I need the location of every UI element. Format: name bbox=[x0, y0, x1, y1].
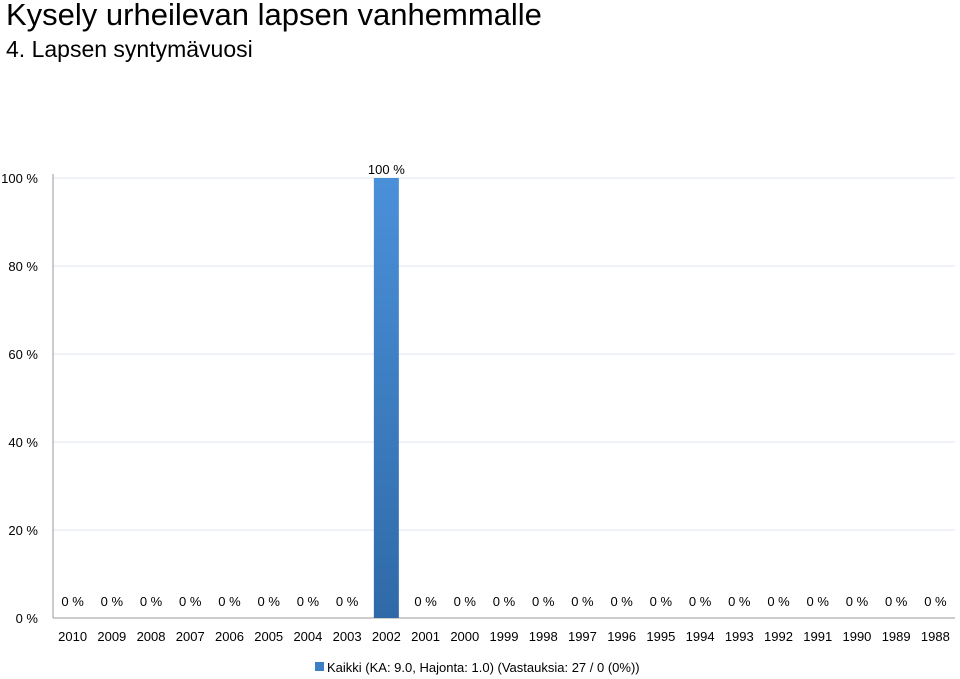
y-tick-label: 20 % bbox=[8, 523, 38, 538]
legend-swatch bbox=[315, 662, 324, 671]
data-label-2000: 0 % bbox=[454, 594, 477, 609]
y-tick-label: 60 % bbox=[8, 347, 38, 362]
x-tick-label: 2000 bbox=[450, 629, 479, 644]
data-labels: 0 % 0 % 0 % 0 % 0 % 0 % 0 % 0 % 100 % 0 % 0 % 0 % 0 … bbox=[61, 162, 947, 609]
data-label-2008: 0 % bbox=[140, 594, 163, 609]
chart-subtitle: 4. Lapsen syntymävuosi bbox=[6, 36, 253, 62]
x-tick-label: 2002 bbox=[372, 629, 401, 644]
x-tick-label: 2010 bbox=[58, 629, 87, 644]
y-tick-label: 40 % bbox=[8, 435, 38, 450]
data-label-1996: 0 % bbox=[610, 594, 633, 609]
data-label-2002: 100 % bbox=[368, 162, 405, 177]
data-label-1990: 0 % bbox=[846, 594, 869, 609]
data-label-1991: 0 % bbox=[807, 594, 830, 609]
y-tick-label: 80 % bbox=[8, 259, 38, 274]
x-tick-label: 2006 bbox=[215, 629, 244, 644]
x-tick-label: 1991 bbox=[803, 629, 832, 644]
x-axis-ticks: 2010 2009 2008 2007 2006 2005 2004 2003 2002 2001… bbox=[58, 629, 950, 644]
data-label-1999: 0 % bbox=[493, 594, 516, 609]
x-tick-label: 1996 bbox=[607, 629, 636, 644]
data-label-1995: 0 % bbox=[650, 594, 673, 609]
data-label-2007: 0 % bbox=[179, 594, 202, 609]
y-tick-label: 100 % bbox=[1, 171, 38, 186]
page-title: Kysely urheilevan lapsen vanhemmalle bbox=[6, 0, 542, 32]
data-label-1994: 0 % bbox=[689, 594, 712, 609]
data-label-1997: 0 % bbox=[571, 594, 594, 609]
data-label-1998: 0 % bbox=[532, 594, 555, 609]
data-label-2004: 0 % bbox=[297, 594, 320, 609]
x-tick-label: 1990 bbox=[842, 629, 871, 644]
x-tick-label: 1995 bbox=[646, 629, 675, 644]
x-tick-label: 2009 bbox=[97, 629, 126, 644]
data-label-1992: 0 % bbox=[767, 594, 790, 609]
x-tick-label: 1989 bbox=[882, 629, 911, 644]
data-label-2010: 0 % bbox=[61, 594, 84, 609]
data-label-2003: 0 % bbox=[336, 594, 359, 609]
data-label-2001: 0 % bbox=[414, 594, 437, 609]
x-tick-label: 1994 bbox=[686, 629, 715, 644]
data-label-2006: 0 % bbox=[218, 594, 241, 609]
bars bbox=[373, 178, 399, 618]
y-axis-ticks: 0 % 20 % 40 % 60 % 80 % 100 % bbox=[1, 171, 38, 626]
data-label-1988: 0 % bbox=[924, 594, 947, 609]
x-tick-label: 2003 bbox=[333, 629, 362, 644]
x-tick-label: 1992 bbox=[764, 629, 793, 644]
bar-2002 bbox=[373, 178, 399, 618]
legend-label: Kaikki (KA: 9.0, Hajonta: 1.0) (Vastauks… bbox=[327, 660, 640, 675]
x-tick-label: 1998 bbox=[529, 629, 558, 644]
x-tick-label: 1999 bbox=[490, 629, 519, 644]
data-label-2009: 0 % bbox=[101, 594, 124, 609]
data-label-1989: 0 % bbox=[885, 594, 908, 609]
data-label-2005: 0 % bbox=[257, 594, 280, 609]
x-tick-label: 1993 bbox=[725, 629, 754, 644]
data-label-1993: 0 % bbox=[728, 594, 751, 609]
x-tick-label: 2001 bbox=[411, 629, 440, 644]
x-tick-label: 1988 bbox=[921, 629, 950, 644]
y-tick-label: 0 % bbox=[16, 611, 39, 626]
x-tick-label: 2007 bbox=[176, 629, 205, 644]
x-tick-label: 2004 bbox=[293, 629, 322, 644]
x-tick-label: 1997 bbox=[568, 629, 597, 644]
gridlines bbox=[52, 174, 955, 619]
x-tick-label: 2005 bbox=[254, 629, 283, 644]
x-tick-label: 2008 bbox=[137, 629, 166, 644]
legend: Kaikki (KA: 9.0, Hajonta: 1.0) (Vastauks… bbox=[315, 660, 640, 675]
